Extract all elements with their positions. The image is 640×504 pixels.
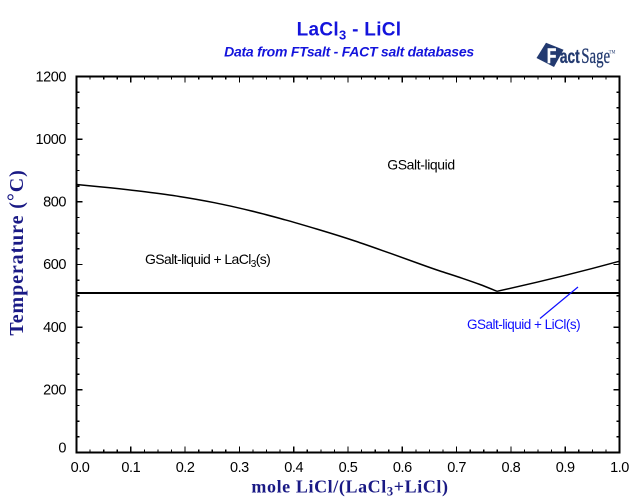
svg-text:LaCl3 - LiCl: LaCl3 - LiCl — [297, 20, 402, 43]
svg-text:0.2: 0.2 — [176, 460, 195, 476]
svg-text:mole LiCl/(LaCl3+LiCl): mole LiCl/(LaCl3+LiCl) — [251, 477, 448, 499]
svg-text:act: act — [560, 46, 580, 68]
svg-text:0.0: 0.0 — [71, 460, 90, 476]
svg-text:0.8: 0.8 — [501, 460, 520, 476]
svg-text:1200: 1200 — [36, 70, 67, 86]
svg-text:0.6: 0.6 — [393, 460, 412, 476]
svg-text:Data from FTsalt - FACT salt d: Data from FTsalt - FACT salt databases — [224, 44, 474, 60]
svg-text:0.3: 0.3 — [230, 460, 249, 476]
svg-text:800: 800 — [43, 195, 66, 211]
svg-text:Sage: Sage — [581, 44, 610, 69]
svg-text:0: 0 — [58, 440, 66, 456]
svg-text:F: F — [547, 44, 557, 68]
svg-text:1.0: 1.0 — [610, 460, 629, 476]
svg-text:0.7: 0.7 — [447, 460, 466, 476]
svg-text:TM: TM — [609, 50, 616, 56]
svg-text:1000: 1000 — [36, 132, 67, 148]
svg-text:0.9: 0.9 — [556, 460, 575, 476]
svg-text:0.1: 0.1 — [121, 460, 140, 476]
svg-text:GSalt-liquid: GSalt-liquid — [387, 157, 455, 173]
svg-text:0.4: 0.4 — [284, 460, 303, 476]
svg-text:0.5: 0.5 — [339, 460, 358, 476]
svg-text:GSalt-liquid + LaCl3(s): GSalt-liquid + LaCl3(s) — [145, 251, 270, 270]
svg-text:GSalt-liquid + LiCl(s): GSalt-liquid + LiCl(s) — [467, 317, 580, 332]
svg-text:Temperature (°C): Temperature (°C) — [4, 169, 28, 335]
svg-text:600: 600 — [43, 257, 66, 273]
svg-text:200: 200 — [43, 383, 66, 399]
svg-text:400: 400 — [43, 320, 66, 336]
